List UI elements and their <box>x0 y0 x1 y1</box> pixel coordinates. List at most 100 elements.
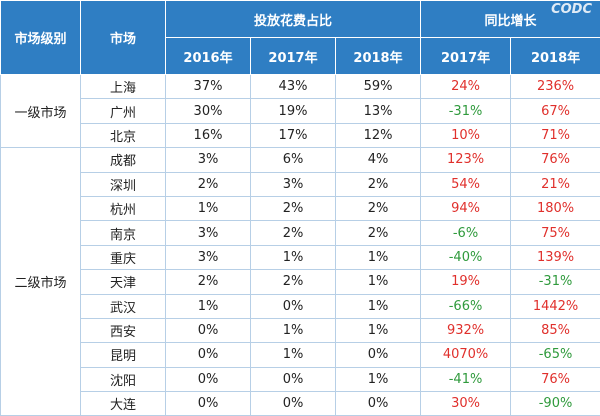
value-cell: 71% <box>510 122 600 149</box>
value-cell: 1% <box>334 269 422 295</box>
value-cell: 1% <box>250 342 336 368</box>
value-cell: 17% <box>250 122 336 149</box>
value-cell: 0% <box>165 317 251 344</box>
value-cell: 12% <box>334 122 422 149</box>
table-row: 沈阳 0% 0% 1% -41% 76% <box>1 366 600 393</box>
table-row: 深圳 2% 3% 2% 54% 21% <box>1 171 600 197</box>
city-cell: 南京 <box>80 220 166 246</box>
value-cell: 3% <box>250 171 336 197</box>
value-cell: 2% <box>334 195 422 222</box>
value-cell: 19% <box>420 269 512 295</box>
value-cell: 2% <box>334 171 422 197</box>
value-cell: 1% <box>165 195 251 222</box>
table-row: 武汉 1% 0% 1% -66% 1442% <box>1 293 600 319</box>
value-cell: -31% <box>510 269 600 295</box>
value-cell: 0% <box>165 366 251 393</box>
city-cell: 武汉 <box>80 293 166 319</box>
value-cell: 0% <box>334 342 422 368</box>
value-cell: 94% <box>420 195 512 222</box>
city-cell: 天津 <box>80 269 166 295</box>
value-cell: 19% <box>250 98 336 124</box>
city-cell: 沈阳 <box>80 366 166 393</box>
value-cell: 932% <box>420 317 512 344</box>
header-cell: 投放花费占比 <box>164 0 422 38</box>
value-cell: -6% <box>420 220 512 246</box>
header-cell: 市场 <box>80 0 166 75</box>
table-row: 广州 30% 19% 13% -31% 67% <box>1 98 600 124</box>
table-row: 南京 3% 2% 2% -6% 75% <box>1 220 600 246</box>
value-cell: 1% <box>334 366 422 393</box>
city-cell: 大连 <box>80 391 166 416</box>
value-cell: -65% <box>510 342 600 368</box>
value-cell: 123% <box>420 147 512 173</box>
value-cell: 54% <box>420 171 512 197</box>
value-cell: 76% <box>510 147 600 173</box>
table-row: 二级市场 成都 3% 6% 4% 123% 76% <box>0 147 600 416</box>
value-cell: 1% <box>250 244 336 271</box>
value-cell: 0% <box>250 391 336 416</box>
table-row: 昆明 0% 1% 0% 4070% -65% <box>1 342 600 368</box>
watermark: CODC <box>551 2 592 17</box>
table-row: 天津 2% 2% 1% 19% -31% <box>1 269 600 295</box>
value-cell: 4070% <box>420 342 512 368</box>
value-cell: 1% <box>165 293 251 319</box>
value-cell: 2% <box>250 220 336 246</box>
value-cell: -66% <box>420 293 512 319</box>
table-row: 杭州 1% 2% 2% 94% 180% <box>1 195 600 222</box>
value-cell: 30% <box>165 98 251 124</box>
value-cell: 0% <box>250 366 336 393</box>
value-cell: 6% <box>250 147 336 173</box>
value-cell: 236% <box>510 73 600 100</box>
value-cell: 2% <box>165 269 251 295</box>
city-cell: 西安 <box>80 317 166 344</box>
header-cell: 2017年 <box>420 37 512 75</box>
value-cell: 2% <box>334 220 422 246</box>
header-cell: 市场级别 <box>0 0 81 75</box>
value-cell: 2% <box>250 269 336 295</box>
value-cell: 0% <box>165 391 251 416</box>
value-cell: 3% <box>165 220 251 246</box>
value-cell: 2% <box>250 195 336 222</box>
city-cell: 广州 <box>80 98 166 124</box>
value-cell: 16% <box>165 122 251 149</box>
value-cell: 2% <box>165 171 251 197</box>
value-cell: 3% <box>165 147 251 173</box>
value-cell: 13% <box>334 98 422 124</box>
value-cell: 76% <box>510 366 600 393</box>
header-cell: 2017年 <box>250 37 336 75</box>
value-cell: -40% <box>420 244 512 271</box>
value-cell: 1% <box>334 244 422 271</box>
table-row: 北京 16% 17% 12% 10% 71% <box>1 122 600 149</box>
value-cell: 37% <box>165 73 251 100</box>
value-cell: 180% <box>510 195 600 222</box>
value-cell: 59% <box>334 73 422 100</box>
value-cell: 1442% <box>510 293 600 319</box>
city-cell: 上海 <box>80 73 166 100</box>
value-cell: -41% <box>420 366 512 393</box>
value-cell: 1% <box>334 293 422 319</box>
value-cell: -31% <box>420 98 512 124</box>
city-cell: 北京 <box>80 122 166 149</box>
city-cell: 杭州 <box>80 195 166 222</box>
city-cell: 深圳 <box>80 171 166 197</box>
table-row: 一级市场 上海 37% 43% 59% 24% 236% <box>0 73 600 149</box>
city-cell: 成都 <box>80 147 166 173</box>
header-cell: 2018年 <box>334 37 422 75</box>
city-cell: 昆明 <box>80 342 166 368</box>
value-cell: 0% <box>250 293 336 319</box>
value-cell: 139% <box>510 244 600 271</box>
value-cell: 0% <box>165 342 251 368</box>
group-cell: 一级市场 <box>0 73 81 149</box>
group-cell: 二级市场 <box>0 147 81 416</box>
header-cell: 同比增长 <box>420 0 600 38</box>
value-cell: 1% <box>334 317 422 344</box>
table-row: 大连 0% 0% 0% 30% -90% <box>1 391 600 416</box>
value-cell: 24% <box>420 73 512 100</box>
value-cell: 1% <box>250 317 336 344</box>
value-cell: 75% <box>510 220 600 246</box>
value-cell: 4% <box>334 147 422 173</box>
value-cell: 0% <box>334 391 422 416</box>
value-cell: 43% <box>250 73 336 100</box>
